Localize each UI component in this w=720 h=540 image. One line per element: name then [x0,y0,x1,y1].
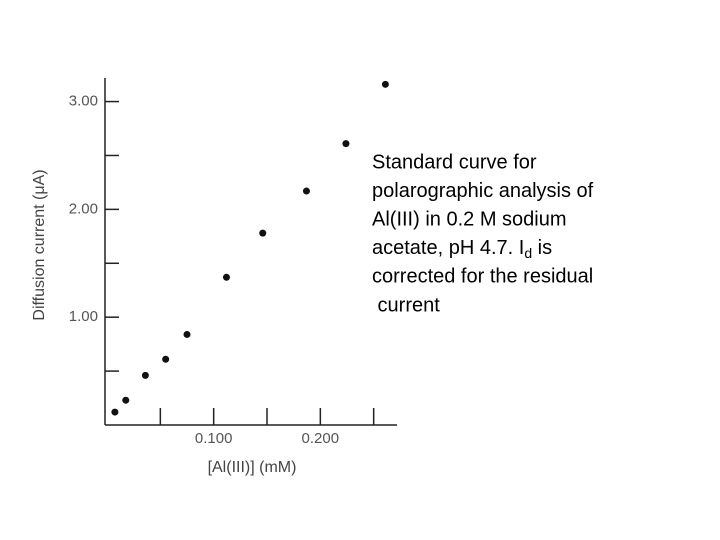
annotation-subscript: d [524,245,532,261]
x-tick-label: 0.200 [302,430,340,447]
annotation-text: is [532,237,552,259]
annotation-text: acetate, pH 4.7. I [372,237,524,259]
y-axis-label: Diffusion current (μA) [31,169,48,320]
annotation-line: Al(III) in 0.2 M sodium [372,208,567,230]
annotation-line: corrected for the residual [372,266,593,288]
annotation-line: polarographic analysis of [372,180,594,202]
x-tick-label: 0.100 [195,430,233,447]
y-tick-label: 1.00 [69,308,98,325]
annotation-line: acetate, pH 4.7. Id is [372,237,552,260]
data-point [302,187,310,195]
x-axis-label: [Al(III)] (mM) [208,459,297,476]
data-point [111,408,119,416]
data-point [162,355,170,363]
data-point [381,80,389,88]
data-point [141,371,149,379]
data-point [342,140,350,148]
data-point [222,273,230,281]
y-tick-label: 3.00 [69,93,98,110]
data-point [183,330,191,338]
data-point [259,229,267,237]
y-tick-label: 2.00 [69,200,98,217]
annotation-line: Standard curve for [372,151,537,173]
data-point [122,396,130,404]
annotation-line: current [372,294,440,316]
